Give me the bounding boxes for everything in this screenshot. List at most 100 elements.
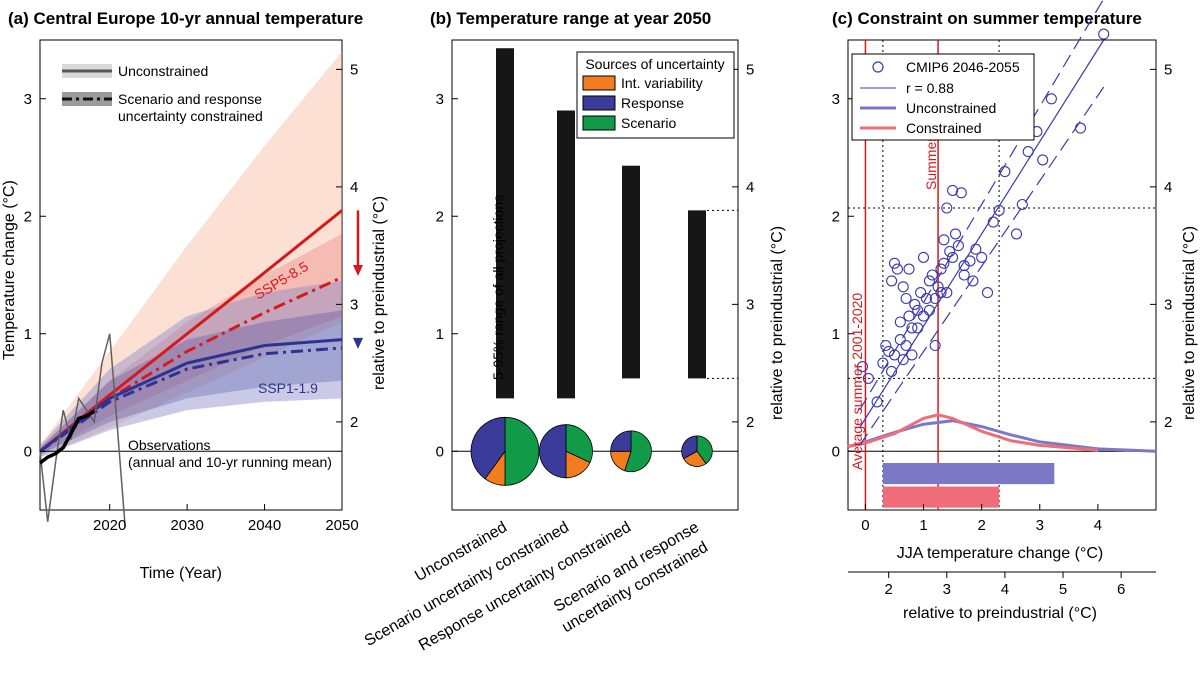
scatter-point — [947, 251, 959, 263]
scatter-point — [1016, 198, 1028, 211]
xtick-label-2: 2040 — [248, 517, 281, 534]
panel-a-ylabel: Temperature change (°C) — [1, 180, 18, 360]
c-y2tick-label-3: 5 — [1164, 61, 1172, 78]
pie-1-slice-1 — [539, 424, 567, 479]
legend-cmip6: CMIP6 2046-2055 — [906, 59, 1020, 75]
panel-c-xlabel: JJA temperature change (°C) — [897, 545, 1104, 562]
panel-a-frame — [39, 39, 343, 511]
scatter-point — [941, 287, 953, 299]
b-y2tick-label-1: 3 — [746, 296, 754, 313]
vline-label-average: Average summer 2001-2020 — [849, 293, 865, 470]
pie-1-slice-2 — [565, 424, 593, 464]
c-ytick-label-3: 3 — [832, 91, 840, 108]
c-ytick-label-0: 0 — [832, 443, 840, 460]
b-ytick-label-0: 0 — [436, 443, 444, 460]
panel-c: (c) Constraint on summer temperature 0 1 2… — [832, 0, 1198, 622]
pie-3-slice-2 — [696, 435, 713, 465]
range-unconstrained — [882, 463, 1055, 485]
pie-2-slice-1 — [610, 430, 632, 452]
c-xtick-label-0: 0 — [861, 517, 869, 534]
scatter-point — [976, 251, 988, 263]
series-line-0 — [39, 209, 343, 453]
scatter-point — [894, 334, 906, 346]
panel-b-y2label: relative to preindustrial (°C) — [769, 226, 786, 420]
panel-a-legend: Unconstrained Scenario and response unce… — [62, 63, 263, 124]
scatter-point — [923, 304, 935, 316]
c-x2tick-label-4: 6 — [1117, 581, 1125, 598]
scatter-point — [955, 187, 967, 199]
scatter-point — [897, 354, 909, 366]
regression-ci-lower — [859, 86, 1105, 446]
scatter-point — [883, 345, 895, 357]
c-xtick-label-2: 2 — [977, 517, 985, 534]
scatter-point — [938, 257, 950, 269]
range-constrained — [882, 486, 1000, 508]
scatter-point — [920, 292, 933, 305]
c-ytick-label-1: 1 — [832, 326, 840, 343]
observations-label-2: (annual and 10-yr running mean) — [128, 454, 332, 470]
scatter-point — [888, 257, 901, 269]
scatter-point — [903, 310, 915, 322]
panel-a-axes: 2020 2030 2040 2050 0 1 2 3 2 3 4 5 — [24, 61, 359, 534]
panel-b-legend: Sources of uncertainty Int. variability … — [576, 51, 735, 139]
panel-a-xlabel: Time (Year) — [140, 565, 222, 582]
scatter-point — [886, 275, 898, 287]
legend-unconstrained-label: Unconstrained — [118, 63, 208, 79]
xtick-label-3: 2050 — [325, 517, 358, 534]
panel-a-title: (a) Central Europe 10-yr annual temperat… — [8, 9, 363, 28]
scatter-point — [993, 204, 1005, 216]
panel-a: (a) Central Europe 10-yr annual temperat… — [1, 9, 388, 582]
range-bar-2 — [622, 165, 640, 379]
legend-swatch-response — [582, 95, 616, 111]
ytick-label-2: 2 — [24, 208, 32, 225]
scatter-point — [932, 281, 944, 293]
scatter-point — [987, 216, 999, 228]
scatter-point — [880, 339, 892, 352]
ssp119-label: SSP1-1.9 — [258, 380, 318, 396]
panel-b-frame — [451, 39, 739, 511]
observations-running-mean-line — [38, 409, 96, 465]
scatter-point — [944, 245, 956, 258]
range-bar-1 — [557, 110, 575, 399]
pdf-unconstrained — [847, 419, 1157, 453]
xtick-label-1: 2030 — [170, 517, 203, 534]
c-y2tick-label-1: 3 — [1164, 296, 1172, 313]
scatter-point — [1098, 28, 1110, 40]
scatter-point — [891, 263, 903, 275]
c-x2tick-label-0: 2 — [885, 581, 893, 598]
legend-int-variability: Int. variability — [621, 75, 703, 91]
c-y2tick-label-0: 2 — [1164, 414, 1172, 431]
b-y2tick-label-2: 4 — [746, 179, 754, 196]
panel-c-y2label: relative to preindustrial (°C) — [1181, 226, 1198, 420]
scatter-point — [886, 365, 898, 377]
scatter-point — [894, 316, 906, 328]
c-x2tick-label-1: 3 — [943, 581, 951, 598]
scatter-point — [915, 287, 927, 299]
panel-b: (b) Temperature range at year 2050 0 1 2 3 2… — [362, 9, 786, 654]
b-ytick-label-2: 2 — [436, 208, 444, 225]
panel-c-legend: CMIP6 2046-2055 r = 0.88 Unconstrained C… — [851, 53, 1035, 141]
observations-annual-line — [39, 333, 126, 528]
panel-b-plot — [452, 48, 738, 486]
c-ytick-label-2: 2 — [832, 208, 840, 225]
scatter-point — [941, 202, 953, 214]
range-bar-0 — [496, 48, 514, 399]
scatter-point — [909, 298, 921, 310]
c-x2tick-label-3: 5 — [1059, 581, 1067, 598]
scatter-point — [900, 339, 912, 352]
legend-marker-cmip6 — [872, 61, 884, 73]
scatter-point — [929, 292, 941, 305]
observations-label-1: Observations — [128, 437, 210, 453]
scatter-point — [900, 292, 912, 305]
pdf-constrained — [847, 413, 1099, 452]
scatter-point — [877, 357, 889, 369]
scatter-point — [1045, 93, 1057, 105]
scatter-point — [938, 234, 950, 246]
scatter-point — [923, 275, 935, 287]
scatter-point — [856, 361, 869, 373]
c-y2tick-label-2: 4 — [1164, 179, 1172, 196]
scatter-point — [970, 243, 982, 255]
y2tick-label-2: 4 — [350, 179, 358, 196]
scatter-point — [999, 166, 1011, 178]
y2tick-label-0: 2 — [350, 414, 358, 431]
